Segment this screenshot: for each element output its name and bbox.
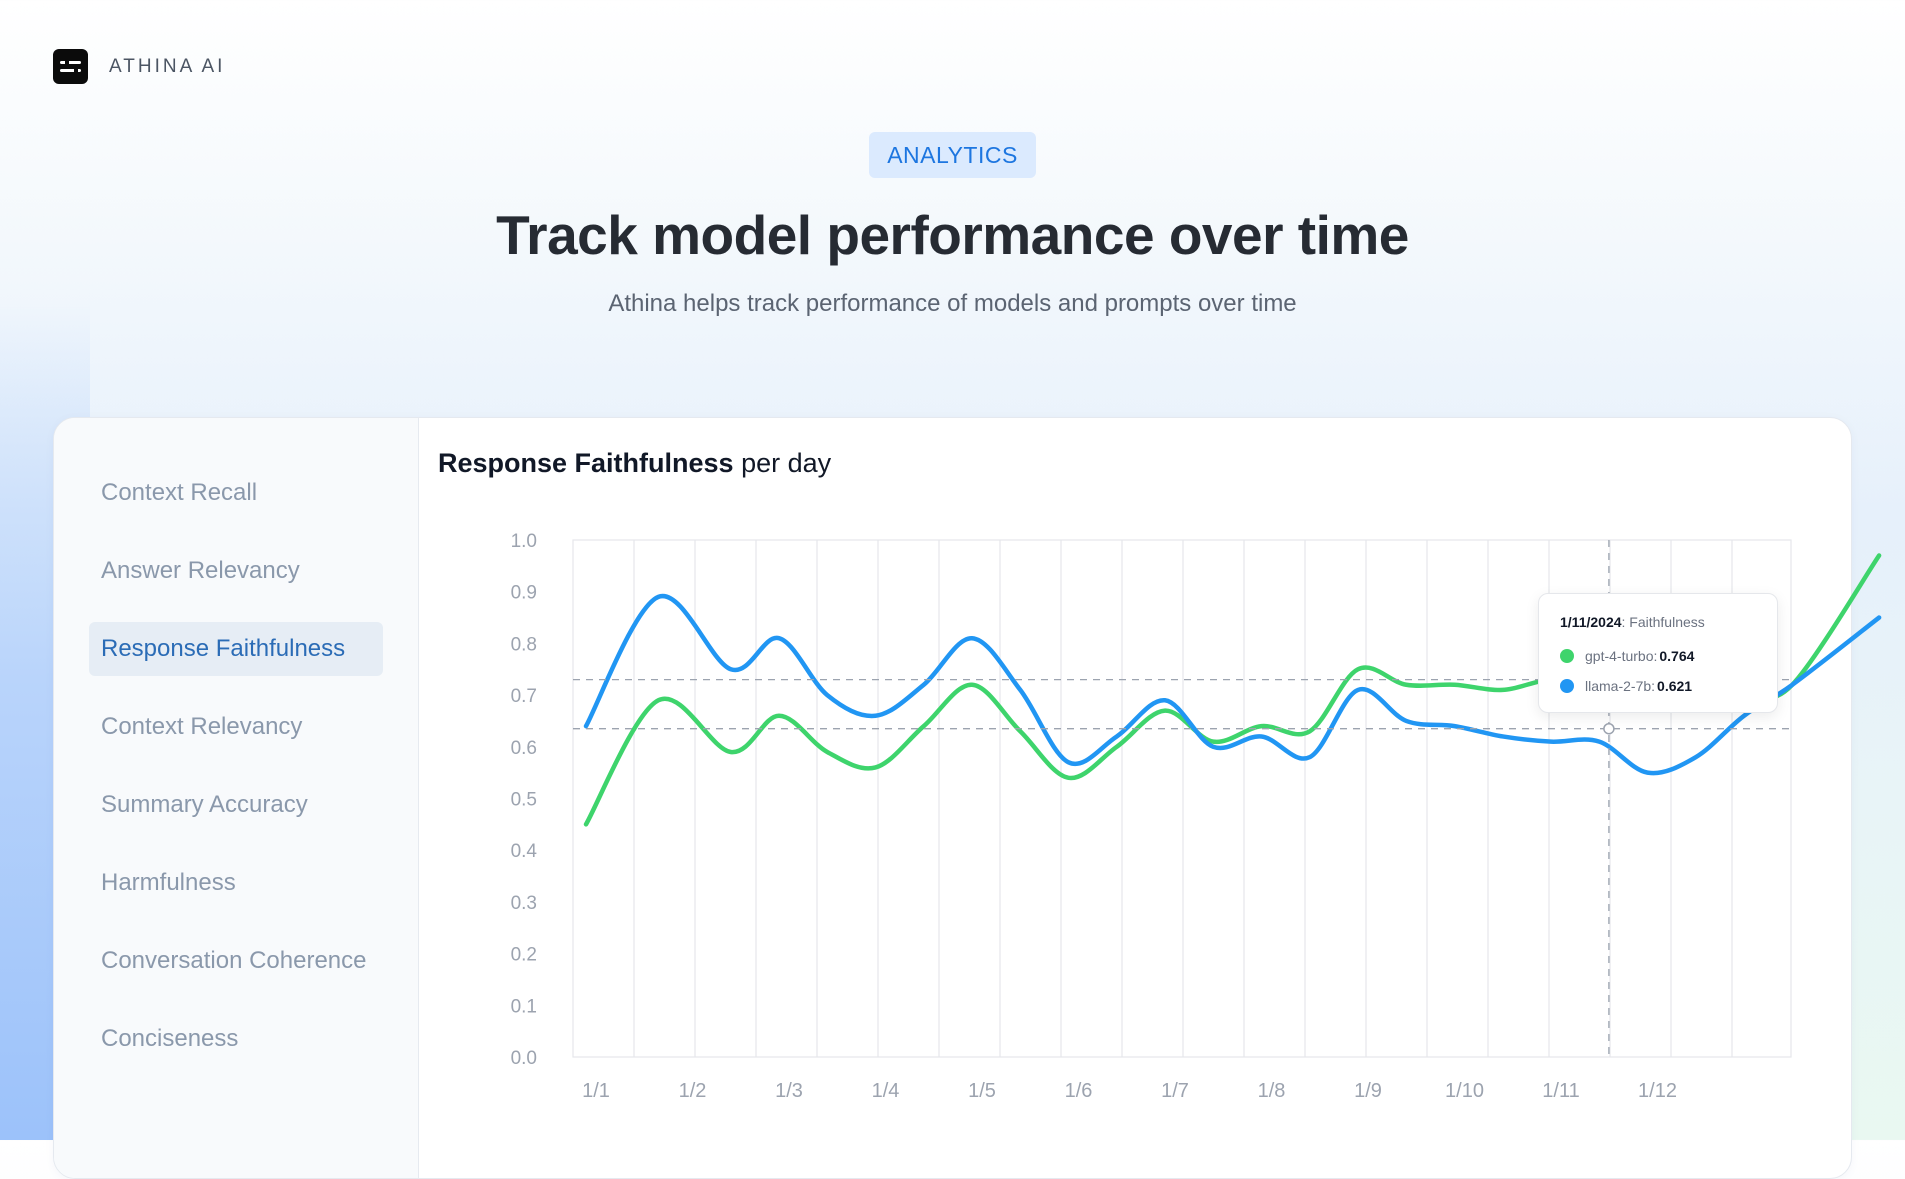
y-tick-label: 0.7 bbox=[511, 686, 537, 707]
brand[interactable]: ATHINA AI bbox=[53, 49, 225, 84]
x-tick-label: 1/2 bbox=[679, 1080, 707, 1102]
tooltip-sep: : bbox=[1651, 678, 1656, 694]
tooltip-header: 1/11/2024: Faithfulness bbox=[1560, 614, 1705, 630]
y-tick-label: 0.0 bbox=[511, 1048, 537, 1069]
y-tick-label: 0.8 bbox=[511, 634, 537, 655]
brand-name: ATHINA AI bbox=[109, 55, 226, 77]
page-title: Track model performance over time bbox=[496, 204, 1409, 266]
x-tick-label: 1/1 bbox=[582, 1080, 610, 1102]
chart-title-metric: Response Faithfulness bbox=[438, 448, 734, 478]
y-tick-label: 0.2 bbox=[511, 945, 537, 966]
plot-area bbox=[572, 539, 1792, 1058]
sidebar-item-harmfulness[interactable]: Harmfulness bbox=[101, 869, 236, 896]
x-tick-label: 1/5 bbox=[968, 1080, 996, 1102]
athina-logo-icon bbox=[53, 49, 88, 84]
chart-tooltip: 1/11/2024: Faithfulness gpt-4-turbo: 0.7… bbox=[1538, 593, 1778, 713]
chart-title-suffix: per day bbox=[733, 448, 832, 478]
x-tick-label: 1/8 bbox=[1258, 1080, 1286, 1102]
tooltip-value: 0.764 bbox=[1659, 648, 1695, 664]
sidebar-item-context-relevancy[interactable]: Context Relevancy bbox=[101, 713, 303, 740]
y-tick-label: 0.3 bbox=[511, 893, 537, 914]
sidebar-item-context-recall[interactable]: Context Recall bbox=[101, 479, 258, 506]
sidebar-item-conversation-coherence[interactable]: Conversation Coherence bbox=[101, 947, 367, 974]
tooltip-series-name: gpt-4-turbo bbox=[1585, 648, 1654, 664]
sidebar-item-conciseness[interactable]: Conciseness bbox=[101, 1025, 239, 1052]
tooltip-row-llama: llama-2-7b: 0.621 bbox=[1560, 678, 1692, 694]
chart-title: Response Faithfulness per day bbox=[438, 448, 831, 479]
section-badge: ANALYTICS bbox=[869, 132, 1036, 178]
faithfulness-line-chart: 0.0 0.1 0.2 0.3 0.4 0.5 0.6 0.7 0.8 0.9 1.0 1/1 1/2 1… bbox=[511, 531, 1882, 1102]
page-subtitle: Athina helps track performance of models… bbox=[608, 290, 1297, 317]
x-tick-label: 1/11 bbox=[1542, 1080, 1579, 1102]
y-tick-label: 0.9 bbox=[511, 583, 537, 604]
gpt-legend-dot bbox=[1560, 649, 1574, 663]
x-tick-label: 1/3 bbox=[775, 1080, 803, 1102]
hover-point bbox=[1603, 722, 1615, 735]
tooltip-date: 1/11/2024 bbox=[1560, 614, 1622, 630]
tooltip-value: 0.621 bbox=[1657, 678, 1693, 694]
x-tick-label: 1/9 bbox=[1354, 1080, 1382, 1102]
x-tick-label: 1/6 bbox=[1065, 1080, 1093, 1102]
series-line-llama-2-7b bbox=[583, 593, 1882, 776]
y-tick-label: 0.6 bbox=[511, 738, 537, 759]
x-tick-label: 1/7 bbox=[1161, 1080, 1189, 1102]
y-tick-label: 0.1 bbox=[511, 996, 537, 1017]
x-tick-label: 1/4 bbox=[872, 1080, 900, 1102]
y-tick-label: 0.4 bbox=[511, 841, 538, 862]
y-tick-label: 0.5 bbox=[511, 790, 537, 811]
y-tick-label: 1.0 bbox=[511, 531, 537, 552]
analytics-card: Context Recall Answer Relevancy Response… bbox=[53, 417, 1852, 1179]
tooltip-sep: : bbox=[1653, 648, 1658, 664]
tooltip-metric: : Faithfulness bbox=[1621, 614, 1705, 630]
sidebar-item-summary-accuracy[interactable]: Summary Accuracy bbox=[101, 791, 308, 818]
tooltip-row-gpt: gpt-4-turbo: 0.764 bbox=[1560, 648, 1694, 664]
llama-legend-dot bbox=[1560, 679, 1574, 693]
x-tick-label: 1/10 bbox=[1445, 1080, 1484, 1102]
tooltip-series-name: llama-2-7b bbox=[1585, 678, 1652, 694]
sidebar-item-answer-relevancy[interactable]: Answer Relevancy bbox=[101, 557, 300, 584]
sidebar-item-response-faithfulness[interactable]: Response Faithfulness bbox=[89, 622, 383, 676]
x-tick-label: 1/12 bbox=[1638, 1080, 1677, 1102]
metrics-sidebar: Context Recall Answer Relevancy Response… bbox=[54, 418, 419, 1178]
